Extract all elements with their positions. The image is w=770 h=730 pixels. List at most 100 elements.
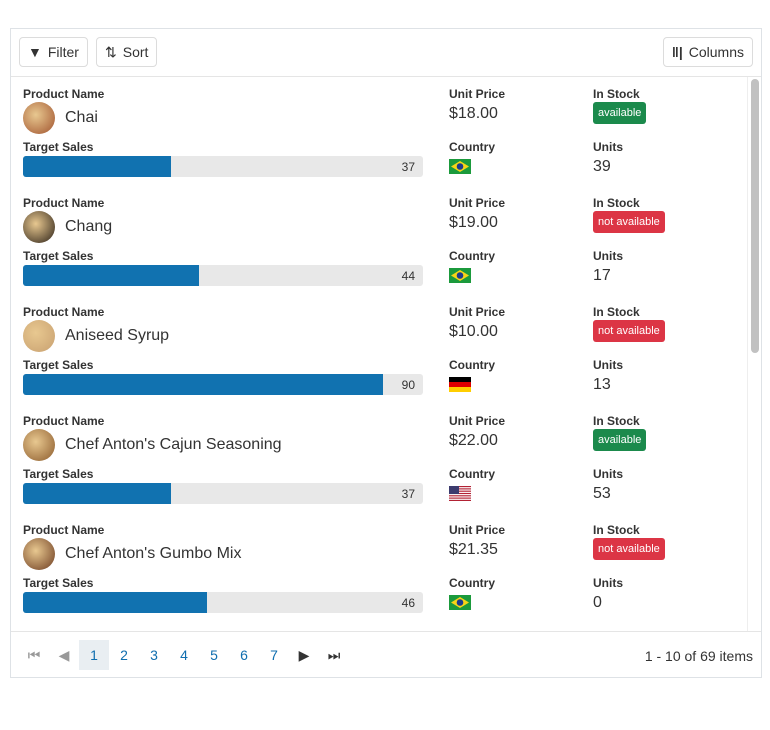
last-page-button[interactable]: ⏭ <box>327 646 341 663</box>
in-stock-label: In Stock <box>593 305 640 319</box>
product-image <box>23 538 55 570</box>
data-grid: ▼ Filter ⇅ Sort ‖| Columns Product Name Cha… <box>10 28 762 678</box>
product-name: Chang <box>65 218 113 235</box>
in-stock-label: In Stock <box>593 87 640 101</box>
target-sales-label: Target Sales <box>23 140 94 154</box>
in-stock-label: In Stock <box>593 196 640 210</box>
unit-price-label: Unit Price <box>449 414 506 428</box>
prev-page-button[interactable]: ◀ <box>58 646 70 663</box>
stock-badge: not available <box>593 211 665 233</box>
country-flag-brazil <box>449 159 471 174</box>
product-name: Chef Anton's Cajun Seasoning <box>65 436 282 453</box>
in-stock-label: In Stock <box>593 523 640 537</box>
table-row[interactable]: Product Name Chang Target Sales 44 Unit … <box>23 194 743 303</box>
target-sales-label: Target Sales <box>23 467 94 481</box>
units-label: Units <box>593 467 623 481</box>
page-4-button[interactable]: 4 <box>180 647 188 663</box>
sort-button[interactable]: ⇅ Sort <box>96 37 158 67</box>
units-label: Units <box>593 576 623 590</box>
pager-info: 1 - 10 of 69 items <box>644 648 753 664</box>
page-3-button[interactable]: 3 <box>150 647 158 663</box>
target-sales-bar: 46 <box>23 592 423 613</box>
unit-price-label: Unit Price <box>449 305 506 319</box>
units-value: 17 <box>593 267 611 284</box>
scrollbar-thumb[interactable] <box>751 79 759 353</box>
product-name-label: Product Name <box>23 414 105 428</box>
stock-badge: not available <box>593 320 665 342</box>
stock-badge: available <box>593 429 647 451</box>
units-label: Units <box>593 249 623 263</box>
columns-button[interactable]: ‖| Columns <box>662 37 753 67</box>
target-sales-bar: 90 <box>23 374 423 395</box>
product-name-label: Product Name <box>23 196 105 210</box>
filter-button[interactable]: ▼ Filter <box>19 37 88 67</box>
sort-label: Sort <box>122 44 149 60</box>
unit-price: $22.00 <box>449 432 498 449</box>
product-image <box>23 102 55 134</box>
rows-container: Product Name Chai Target Sales 37 Unit P… <box>11 77 761 631</box>
table-row[interactable]: Product Name Chef Anton's Cajun Seasonin… <box>23 412 743 521</box>
product-image <box>23 320 55 352</box>
target-sales-value: 37 <box>401 160 415 174</box>
target-sales-value: 46 <box>401 596 415 610</box>
unit-price-label: Unit Price <box>449 87 506 101</box>
target-sales-bar: 44 <box>23 265 423 286</box>
unit-price: $21.35 <box>449 541 498 558</box>
target-sales-fill <box>23 592 207 613</box>
target-sales-bar: 37 <box>23 156 423 177</box>
country-label: Country <box>449 576 495 590</box>
country-flag-usa <box>449 486 471 501</box>
target-sales-value: 44 <box>401 269 415 283</box>
product-name-label: Product Name <box>23 305 105 319</box>
units-value: 0 <box>593 594 602 611</box>
next-page-button[interactable]: ▶ <box>298 646 310 663</box>
country-flag-brazil <box>449 595 471 610</box>
target-sales-fill <box>23 265 199 286</box>
page-2-button[interactable]: 2 <box>120 647 128 663</box>
product-name-label: Product Name <box>23 523 105 537</box>
product-name: Chai <box>65 109 98 126</box>
table-row[interactable]: Product Name Chef Anton's Gumbo Mix Targ… <box>23 521 743 630</box>
country-label: Country <box>449 358 495 372</box>
filter-label: Filter <box>47 44 79 60</box>
table-row[interactable]: Product Name Chai Target Sales 37 Unit P… <box>23 85 743 194</box>
unit-price-label: Unit Price <box>449 523 506 537</box>
page-7-button[interactable]: 7 <box>270 647 278 663</box>
page-1-button[interactable]: 1 <box>79 640 109 670</box>
unit-price: $10.00 <box>449 323 498 340</box>
country-flag-brazil <box>449 268 471 283</box>
target-sales-fill <box>23 483 171 504</box>
units-value: 39 <box>593 158 611 175</box>
scrollbar-track[interactable] <box>747 77 761 631</box>
first-page-button[interactable]: ⏮ <box>27 646 41 663</box>
target-sales-value: 37 <box>401 487 415 501</box>
units-label: Units <box>593 140 623 154</box>
target-sales-label: Target Sales <box>23 249 94 263</box>
target-sales-fill <box>23 156 171 177</box>
target-sales-value: 90 <box>401 378 415 392</box>
target-sales-label: Target Sales <box>23 576 94 590</box>
country-flag-germany <box>449 377 471 392</box>
units-value: 53 <box>593 485 611 502</box>
units-label: Units <box>593 358 623 372</box>
country-label: Country <box>449 140 495 154</box>
toolbar: ▼ Filter ⇅ Sort ‖| Columns <box>11 29 761 77</box>
filter-icon: ▼ <box>28 44 42 60</box>
page-6-button[interactable]: 6 <box>240 647 248 663</box>
product-name-label: Product Name <box>23 87 105 101</box>
table-row[interactable]: Product Name Aniseed Syrup Target Sales … <box>23 303 743 412</box>
units-value: 13 <box>593 376 611 393</box>
unit-price-label: Unit Price <box>449 196 506 210</box>
in-stock-label: In Stock <box>593 414 640 428</box>
unit-price: $18.00 <box>449 105 498 122</box>
product-image <box>23 211 55 243</box>
country-label: Country <box>449 249 495 263</box>
columns-icon: ‖| <box>671 44 683 60</box>
unit-price: $19.00 <box>449 214 498 231</box>
stock-badge: not available <box>593 538 665 560</box>
stock-badge: available <box>593 102 647 124</box>
page-5-button[interactable]: 5 <box>210 647 218 663</box>
target-sales-fill <box>23 374 383 395</box>
target-sales-bar: 37 <box>23 483 423 504</box>
